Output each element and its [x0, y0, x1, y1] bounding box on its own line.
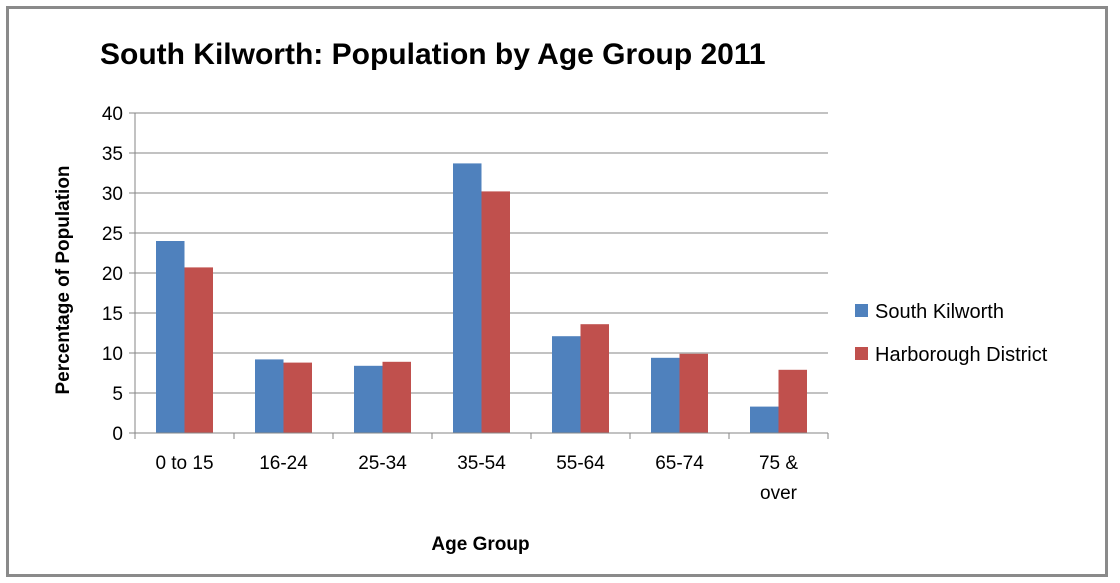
- x-tick-label: 25-34: [358, 453, 407, 474]
- bar-south-kilworth: [453, 163, 482, 433]
- legend-swatch: [855, 304, 868, 317]
- bar-south-kilworth: [651, 357, 680, 433]
- y-axis-title: Percentage of Population: [53, 165, 74, 394]
- bar-harborough-district: [679, 353, 708, 433]
- bar-south-kilworth: [354, 365, 383, 433]
- y-tick-label: 30: [102, 184, 123, 205]
- legend: South Kilworth Harborough District: [855, 301, 1048, 366]
- bar-harborough-district: [184, 267, 213, 433]
- bar-harborough-district: [283, 362, 312, 433]
- y-tick-label: 20: [102, 264, 123, 285]
- x-axis-title: Age Group: [431, 534, 529, 555]
- bar-south-kilworth: [552, 336, 581, 433]
- bar-harborough-district: [481, 191, 510, 433]
- y-tick-label: 40: [102, 104, 123, 125]
- bar-south-kilworth: [255, 359, 284, 433]
- x-tick-label: 16-24: [259, 453, 308, 474]
- y-tick-label: 0: [112, 424, 123, 445]
- bars: [156, 163, 807, 433]
- x-axis-ticks: 0 to 15 16-24 25-34 35-54 55-64 65-74 75 & over: [134, 433, 829, 504]
- bar-south-kilworth: [156, 241, 185, 433]
- y-tick-label: 10: [102, 344, 123, 365]
- bar-harborough-district: [382, 361, 411, 433]
- legend-label: Harborough District: [875, 344, 1048, 366]
- y-tick-label: 5: [112, 384, 123, 405]
- bar-harborough-district: [778, 369, 807, 433]
- x-tick-label: 75 & over: [759, 453, 798, 504]
- y-tick-label: 25: [102, 224, 123, 245]
- y-tick-label: 15: [102, 304, 123, 325]
- legend-label: South Kilworth: [875, 301, 1004, 323]
- bar-harborough-district: [580, 324, 609, 433]
- bar-south-kilworth: [750, 406, 779, 433]
- y-tick-label: 35: [102, 144, 123, 165]
- legend-swatch: [855, 347, 868, 360]
- y-axis-ticks: 0 5 10 15 20 25 30 35 40: [102, 104, 135, 445]
- x-tick-label: 0 to 15: [155, 453, 213, 474]
- chart-title: South Kilworth: Population by Age Group …: [100, 38, 766, 71]
- x-tick-label: 65-74: [655, 453, 704, 474]
- x-tick-label: 55-64: [556, 453, 605, 474]
- x-tick-label: 35-54: [457, 453, 506, 474]
